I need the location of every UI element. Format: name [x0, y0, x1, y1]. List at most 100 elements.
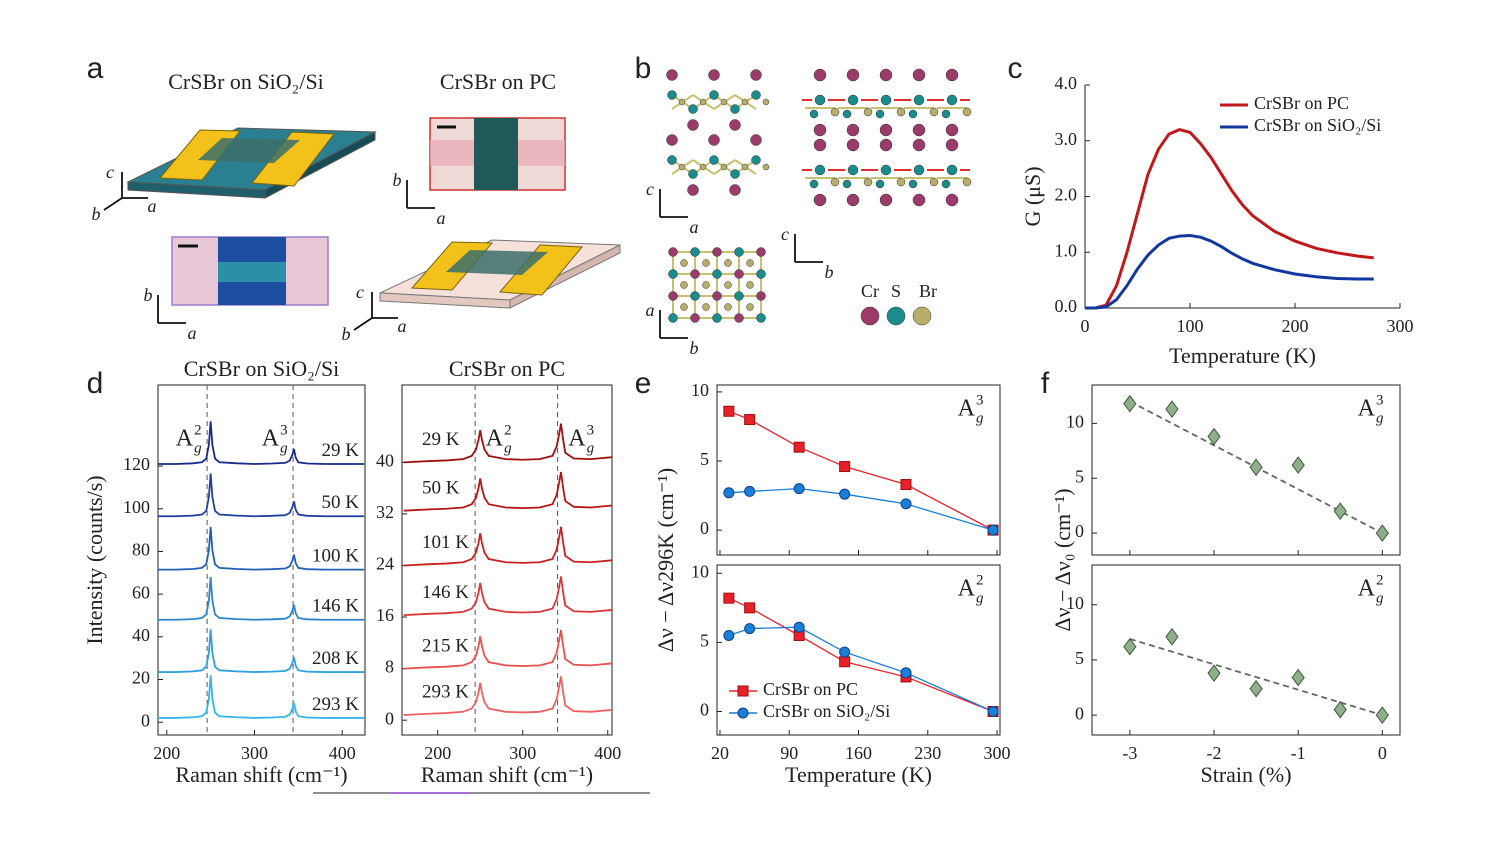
marker — [839, 488, 851, 500]
axis-arrow — [353, 292, 398, 331]
marker — [1207, 427, 1221, 446]
series-label: 50 K — [422, 477, 460, 498]
panel-label: c — [1008, 52, 1023, 85]
atom — [912, 68, 926, 82]
x-tick-label: 400 — [594, 743, 621, 763]
x-tick-label: 200 — [1282, 316, 1309, 336]
atom — [708, 69, 720, 81]
marker — [1123, 394, 1137, 413]
fit-line — [1129, 638, 1383, 716]
legend-label: Br — [919, 281, 937, 301]
atom — [702, 281, 710, 289]
series-label: 101 K — [422, 532, 469, 553]
peak-label: g — [976, 410, 984, 426]
legend-label: S — [891, 281, 901, 301]
legend-marker — [737, 685, 749, 697]
y-axis-label: Intensity (counts/s) — [82, 475, 107, 644]
axis-arrow — [406, 180, 435, 209]
chart-title: CrSBr on PC — [449, 356, 565, 381]
atom — [709, 90, 719, 100]
atom — [896, 107, 906, 117]
atom — [680, 259, 688, 267]
x-tick-label: 100 — [1177, 316, 1204, 336]
axis-label: c — [781, 224, 789, 244]
y-axis-label: Δν − Δν296K (cm⁻¹) — [653, 468, 678, 653]
axis-label: b — [393, 170, 402, 190]
y-tick-label: 80 — [132, 540, 150, 560]
atom — [709, 155, 719, 165]
atom — [668, 313, 678, 323]
atom — [813, 68, 827, 82]
atom — [730, 169, 740, 179]
x-tick-label: 300 — [1387, 316, 1414, 336]
atom — [690, 291, 700, 301]
atom — [668, 269, 678, 279]
peak-label: g — [1376, 590, 1384, 606]
atom — [699, 98, 707, 106]
y-tick-label: 1.0 — [1055, 240, 1078, 260]
atom — [913, 94, 925, 106]
marker — [793, 621, 805, 633]
atom — [913, 164, 925, 176]
atom — [720, 98, 728, 106]
panel-label: e — [635, 367, 652, 400]
atom — [687, 184, 699, 196]
series-line — [728, 410, 994, 531]
y-tick-label: 120 — [123, 454, 150, 474]
legend-label: CrSBr on PC — [1254, 93, 1349, 113]
atom — [863, 177, 873, 187]
atom — [945, 68, 959, 82]
atom — [813, 138, 827, 152]
peak-label: 3 — [976, 392, 984, 408]
y-tick-label: 0 — [1075, 521, 1084, 541]
atom — [842, 179, 852, 189]
panel-label: a — [87, 52, 104, 85]
legend-atom — [912, 306, 932, 326]
x-tick-label: 0 — [1081, 316, 1090, 336]
atom — [712, 291, 722, 301]
marker — [900, 498, 912, 510]
device-sio2 — [126, 127, 377, 199]
marker — [987, 524, 999, 536]
x-tick-label: 230 — [914, 743, 941, 763]
atom — [712, 247, 722, 257]
atom — [750, 69, 762, 81]
atom — [751, 90, 761, 100]
marker — [839, 461, 851, 473]
atom — [666, 134, 678, 146]
y-tick-label: 5 — [1075, 648, 1084, 668]
atom — [863, 107, 873, 117]
y-tick-label: 10 — [1066, 412, 1084, 432]
atom — [946, 94, 958, 106]
y-tick-label: 0.0 — [1055, 296, 1078, 316]
panel-a-title: CrSBr on SiO₂/Si — [168, 69, 324, 94]
marker — [1249, 679, 1263, 698]
atom — [741, 163, 749, 171]
atom — [830, 107, 840, 117]
atom — [962, 177, 972, 187]
atom — [941, 179, 951, 189]
atom — [929, 107, 939, 117]
atom — [734, 269, 744, 279]
series-label: 215 K — [422, 635, 469, 656]
y-tick-label: 5 — [700, 449, 709, 469]
atom — [756, 269, 766, 279]
atom — [687, 119, 699, 131]
atom — [724, 259, 732, 267]
atom — [896, 177, 906, 187]
atom — [688, 104, 698, 114]
peak-label: g — [1376, 410, 1384, 426]
atom — [708, 134, 720, 146]
atom — [746, 303, 754, 311]
series-line — [1085, 234, 1374, 310]
atom — [720, 163, 728, 171]
atom — [712, 313, 722, 323]
atom — [847, 94, 859, 106]
x-tick-label: -2 — [1207, 743, 1222, 763]
atom — [678, 98, 686, 106]
atom — [762, 163, 770, 171]
x-tick-label: -3 — [1122, 743, 1137, 763]
y-tick-label: 2.0 — [1055, 185, 1078, 205]
image-sio2 — [171, 236, 329, 306]
atom — [734, 247, 744, 257]
